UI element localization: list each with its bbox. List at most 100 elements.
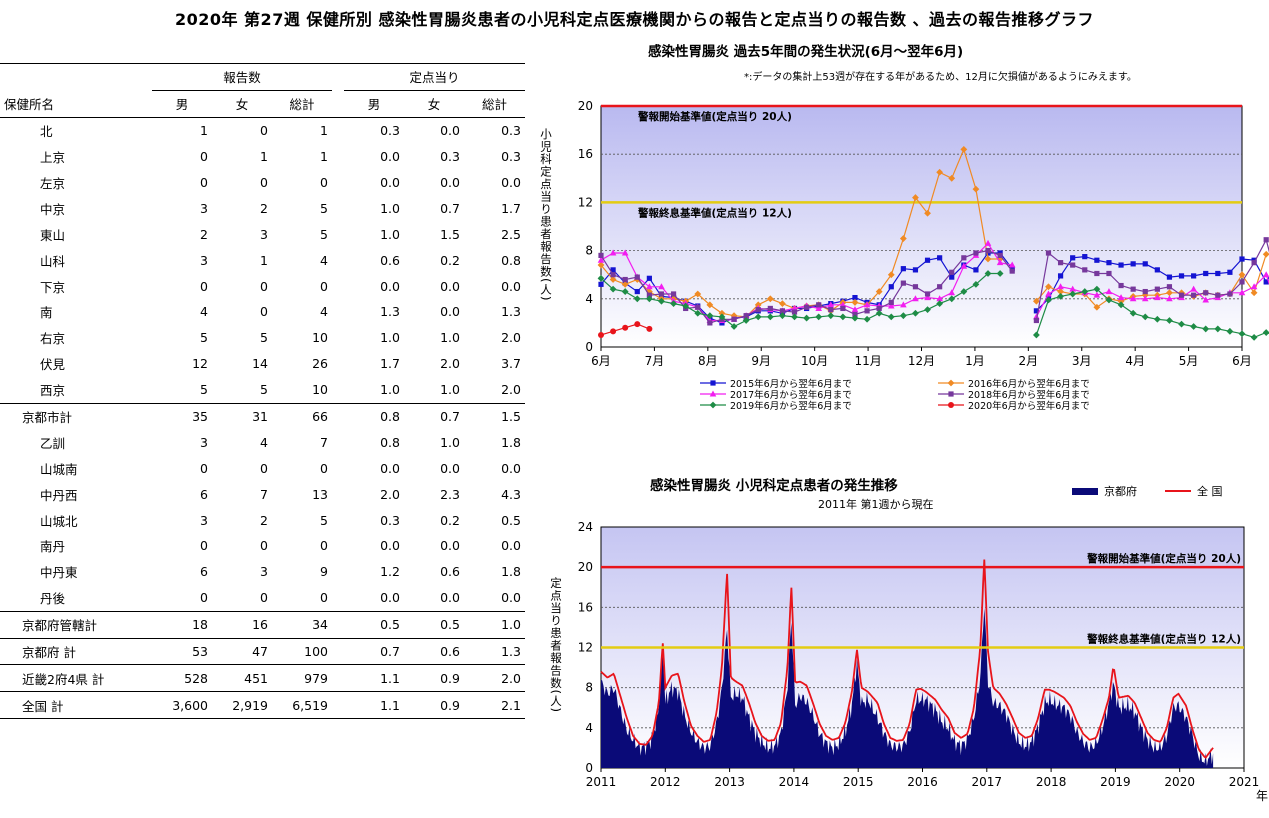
col-header-male: 男 xyxy=(152,90,212,118)
chart1-point-s4 xyxy=(658,297,665,305)
chart1-x-tick-label: 1月 xyxy=(965,354,985,368)
chart1-point-s3 xyxy=(997,252,1003,259)
chart1-legend-item: 2020年6月から翌年6月まで xyxy=(938,398,1090,412)
report-total: 5 xyxy=(320,226,328,242)
office-name: 西京 xyxy=(40,383,66,399)
office-name: 左京 xyxy=(40,176,66,191)
per-sentinel-total: 0.0 xyxy=(501,175,521,190)
chart1-point-s1 xyxy=(597,261,605,269)
per-sentinel-female: 0.6 xyxy=(404,637,464,665)
chart1-point-s0 xyxy=(1118,262,1124,268)
chart1-point-s2 xyxy=(1129,295,1137,302)
report-male: 1 xyxy=(200,123,208,139)
office-name: 山科 xyxy=(40,253,66,269)
chart1-point-s3 xyxy=(924,291,931,297)
chart2-x-tick-label: 2012 xyxy=(650,775,681,789)
report-total: 66 xyxy=(272,402,332,430)
chart1-point-s3 xyxy=(1118,282,1124,289)
table-row: 京都市計 35 31 66 0.8 0.7 1.5 xyxy=(0,402,525,430)
chart1-point-s1 xyxy=(779,300,786,308)
chart1-point-s1 xyxy=(621,280,629,288)
report-total: 5 xyxy=(320,200,328,216)
report-total: 4 xyxy=(320,252,328,268)
chart1-point-s3 xyxy=(1033,317,1039,324)
chart2-x-tick-label: 2019 xyxy=(1100,775,1131,789)
chart1-point-s4 xyxy=(1032,331,1040,339)
chart1-point-s0 xyxy=(1094,257,1100,263)
chart1-point-s0 xyxy=(1178,273,1185,279)
table-row: 右京 5 5 10 1.0 1.0 2.0 xyxy=(0,325,525,351)
per-sentinel-female: 2.0 xyxy=(440,356,460,372)
chart1-point-s1 xyxy=(875,288,883,295)
table-row: 山城南 0 0 0 0.0 0.0 0.0 xyxy=(0,455,525,481)
chart1-series-5 xyxy=(598,321,653,338)
chart1-point-s4 xyxy=(936,300,944,308)
chart1-point-s3 xyxy=(707,320,713,326)
chart1-point-s5 xyxy=(622,324,629,331)
chart1-x-tick-label: 12月 xyxy=(908,354,935,368)
chart1-point-s3 xyxy=(1191,292,1197,298)
table-row: 南丹 0 0 0 0.0 0.0 0.0 xyxy=(0,533,525,559)
chart2-y-tick-label: 0 xyxy=(585,761,593,775)
report-female: 0 xyxy=(260,123,268,139)
chart1-point-s0 xyxy=(852,294,858,301)
office-name: 丹後 xyxy=(40,591,66,607)
table-row: 乙訓 3 4 7 0.8 1.0 1.8 xyxy=(0,429,525,455)
per-sentinel-total: 1.7 xyxy=(501,200,521,216)
chart1-point-s3 xyxy=(949,269,955,275)
legend-swatch-national xyxy=(1165,490,1191,492)
report-total: 0 xyxy=(320,590,328,606)
chart1-point-s1 xyxy=(924,209,931,217)
chart1-x-tick-label: 4月 xyxy=(1125,354,1145,368)
chart1-point-s3 xyxy=(1106,270,1112,277)
per-sentinel-female: 0.7 xyxy=(440,200,460,216)
office-name: 近畿2府4県 計 xyxy=(0,664,152,692)
chart1-point-s4 xyxy=(924,306,931,314)
per-sentinel-female: 0.3 xyxy=(440,149,460,165)
report-female: 1 xyxy=(260,252,268,268)
chart1-point-s4 xyxy=(1069,290,1077,298)
chart1-point-s2 xyxy=(1069,285,1076,292)
chart1-point-s3 xyxy=(876,305,882,312)
report-male: 0 xyxy=(200,278,208,294)
report-male: 3 xyxy=(200,252,208,268)
per-sentinel-male: 1.3 xyxy=(380,304,400,320)
chart1-title: 感染性胃腸炎 過去5年間の発生状況(6月～翌年6月) xyxy=(648,44,964,60)
table-row: 下京 0 0 0 0.0 0.0 0.0 xyxy=(0,273,525,299)
chart1-point-s3 xyxy=(610,272,616,278)
chart2-y-tick-label: 20 xyxy=(578,560,593,574)
chart1-point-s4 xyxy=(912,309,919,317)
chart2-threshold-label: 警報終息基準値(定点当り 12人) xyxy=(1086,633,1241,646)
chart1-point-s3 xyxy=(973,250,979,256)
report-male: 3 xyxy=(200,200,208,216)
table-row: 京都府 計 53 47 100 0.7 0.6 1.3 xyxy=(0,637,525,665)
report-female: 2,919 xyxy=(212,691,272,720)
chart1-threshold-label: 警報開始基準値(定点当り 20人) xyxy=(637,110,792,123)
per-sentinel-male: 0.6 xyxy=(380,252,400,268)
report-male: 0 xyxy=(200,175,208,190)
chart1-point-s0 xyxy=(924,257,931,263)
report-total: 0 xyxy=(320,175,328,190)
per-sentinel-total: 0.8 xyxy=(501,252,521,268)
report-female: 3 xyxy=(260,564,268,580)
chart1-point-s4 xyxy=(875,309,883,317)
chart1-point-s0 xyxy=(1239,256,1245,262)
chart1-point-s0 xyxy=(1082,254,1088,260)
per-sentinel-total: 0.0 xyxy=(501,460,521,476)
chart1-point-s3 xyxy=(888,299,894,306)
chart1-point-s3 xyxy=(598,252,604,259)
chart1-point-s1 xyxy=(947,379,955,387)
report-total: 1 xyxy=(320,149,328,165)
chart2-x-tick-label: 2011 xyxy=(586,775,617,789)
chart1-point-s2 xyxy=(1117,294,1125,301)
report-total: 13 xyxy=(312,486,328,502)
chart1-point-s3 xyxy=(912,284,919,290)
chart2-x-tick-label: 2020 xyxy=(1164,775,1195,789)
chart1-point-s3 xyxy=(767,305,773,312)
chart1-x-tick-label: 9月 xyxy=(751,354,771,368)
chart1-point-s0 xyxy=(888,284,894,290)
chart1-point-s2 xyxy=(1141,295,1149,302)
chart1-point-s1 xyxy=(718,309,726,317)
per-sentinel-female: 1.0 xyxy=(440,330,460,346)
report-total: 0 xyxy=(320,538,328,554)
